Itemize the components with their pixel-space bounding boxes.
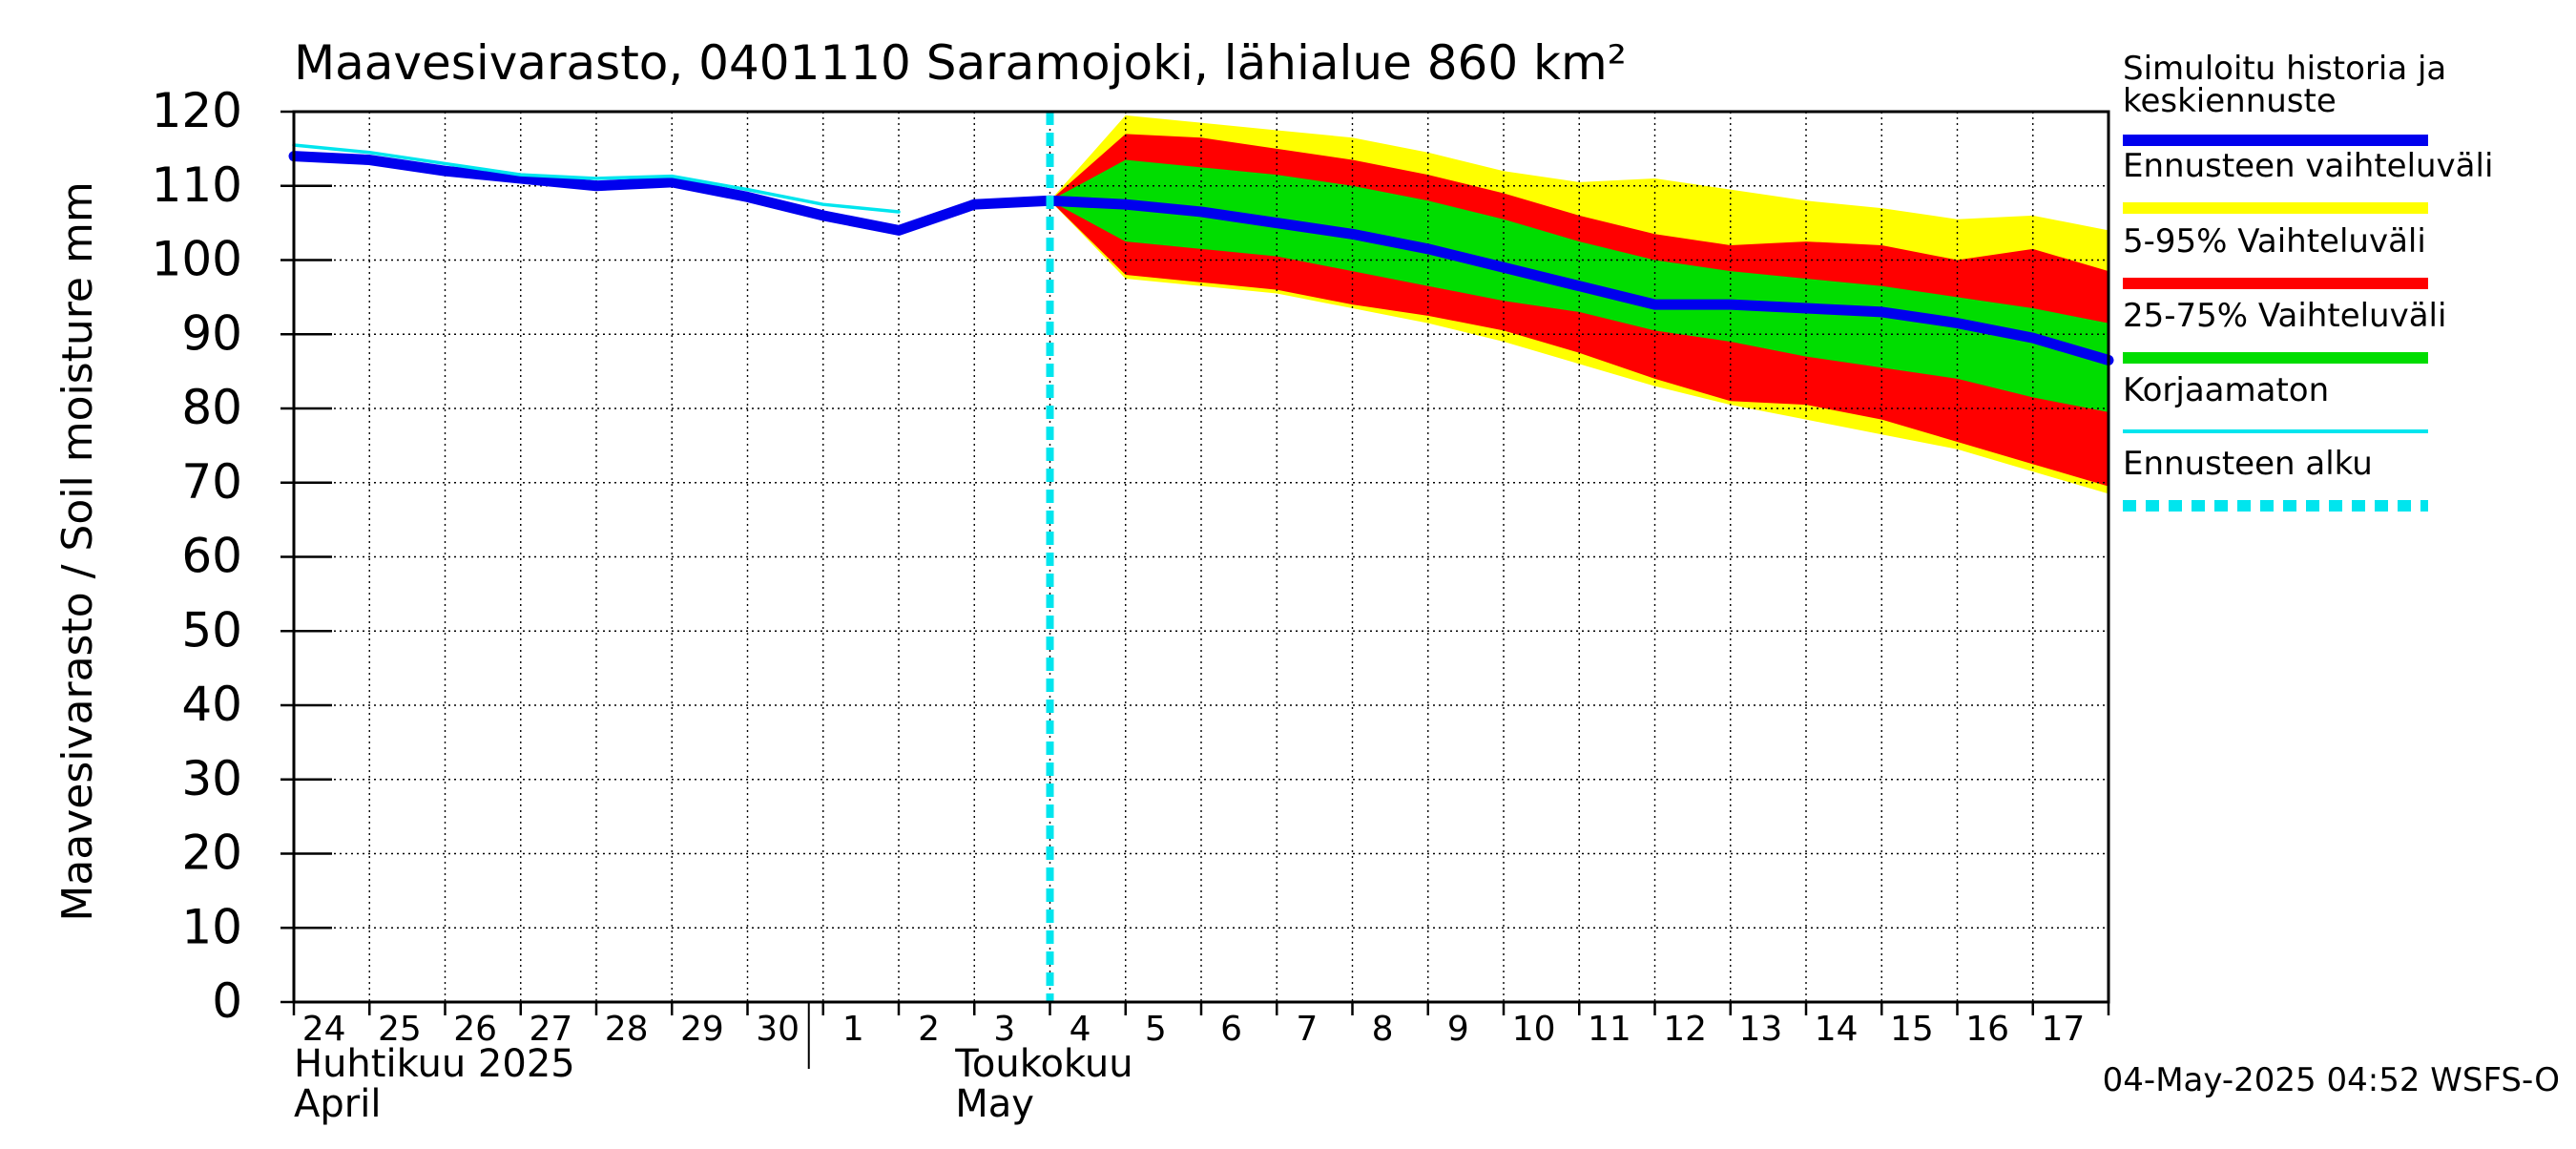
x-day-label: 24 — [302, 1010, 346, 1049]
legend-label: Korjaamaton — [2123, 371, 2329, 409]
x-day-label: 9 — [1447, 1010, 1469, 1049]
y-axis-label: Maavesivarasto / Soil moisture mm — [53, 181, 102, 921]
y-tick-label: 30 — [181, 751, 242, 806]
x-day-label: 27 — [529, 1010, 572, 1049]
month-label-fi: Huhtikuu 2025 — [294, 1042, 575, 1086]
y-tick-label: 60 — [181, 529, 242, 584]
x-day-label: 13 — [1738, 1010, 1782, 1049]
series-line-uncorrected — [292, 143, 901, 214]
legend-label: Simuloitu historia ja — [2123, 50, 2446, 88]
x-day-label: 25 — [378, 1010, 422, 1049]
legend-label-cont: keskiennuste — [2123, 82, 2337, 120]
month-label-fi: Toukokuu — [954, 1042, 1132, 1086]
y-tick-label: 120 — [152, 83, 242, 138]
x-day-label: 26 — [453, 1010, 497, 1049]
y-tick-label: 90 — [181, 305, 242, 361]
x-day-label: 17 — [2041, 1010, 2085, 1049]
y-tick-label: 80 — [181, 380, 242, 435]
x-day-label: 28 — [605, 1010, 649, 1049]
y-tick-label: 100 — [152, 232, 242, 287]
legend-label: Ennusteen alku — [2123, 445, 2373, 483]
x-day-label: 16 — [1965, 1010, 2009, 1049]
month-label-en: May — [955, 1082, 1034, 1126]
x-day-label: 6 — [1220, 1010, 1242, 1049]
x-day-label: 30 — [756, 1010, 800, 1049]
x-day-label: 12 — [1663, 1010, 1707, 1049]
legend-label: 5-95% Vaihteluväli — [2123, 222, 2426, 261]
x-day-label: 8 — [1372, 1010, 1394, 1049]
x-day-label: 7 — [1296, 1010, 1318, 1049]
y-tick-label: 20 — [181, 825, 242, 881]
chart-title: Maavesivarasto, 0401110 Saramojoki, lähi… — [294, 35, 1627, 91]
y-tick-label: 110 — [152, 157, 242, 213]
y-tick-label: 0 — [212, 973, 242, 1029]
x-day-label: 2 — [918, 1010, 940, 1049]
x-day-label: 29 — [680, 1010, 724, 1049]
month-label-en: April — [294, 1082, 381, 1126]
x-day-label: 10 — [1512, 1010, 1556, 1049]
legend-label: 25-75% Vaihteluväli — [2123, 297, 2446, 335]
series-line-mean-forecast — [288, 151, 2114, 366]
x-day-label: 3 — [993, 1010, 1015, 1049]
x-day-label: 14 — [1815, 1010, 1859, 1049]
x-day-label: 5 — [1145, 1010, 1167, 1049]
y-tick-label: 10 — [181, 899, 242, 954]
x-day-label: 11 — [1588, 1010, 1631, 1049]
x-day-label: 4 — [1070, 1010, 1091, 1049]
y-tick-label: 70 — [181, 454, 242, 510]
footer-timestamp: 04-May-2025 04:52 WSFS-O — [2103, 1061, 2560, 1099]
x-day-label: 1 — [842, 1010, 864, 1049]
y-tick-label: 50 — [181, 602, 242, 658]
y-tick-label: 40 — [181, 677, 242, 732]
legend-label: Ennusteen vaihteluväli — [2123, 147, 2493, 185]
x-day-label: 15 — [1890, 1010, 1934, 1049]
